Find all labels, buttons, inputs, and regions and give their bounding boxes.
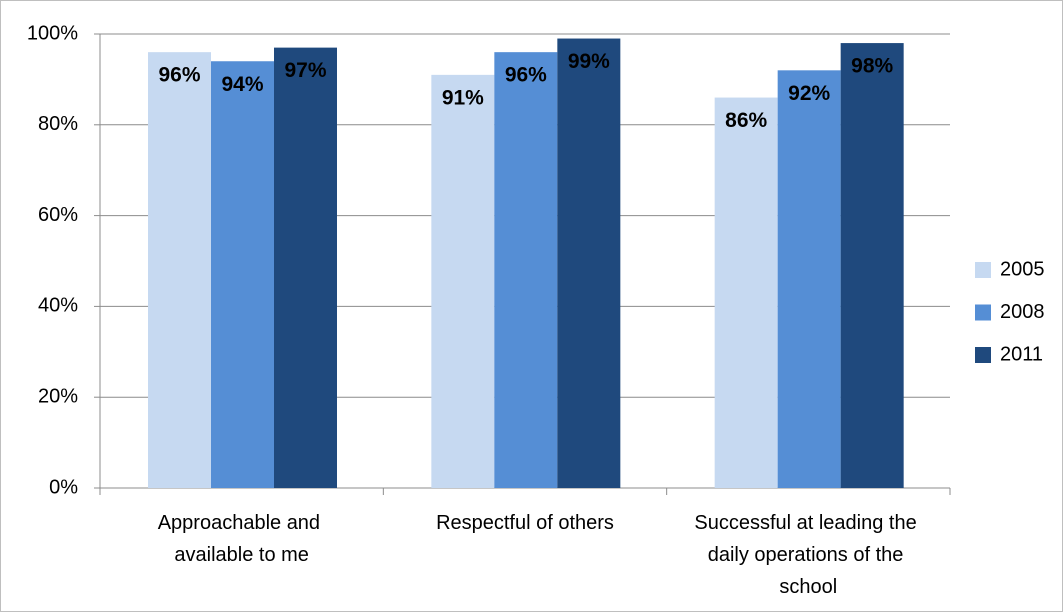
y-tick-label: 20% xyxy=(38,385,78,407)
data-label: 99% xyxy=(568,50,610,73)
data-label: 97% xyxy=(284,59,326,82)
bar xyxy=(211,61,274,489)
bar xyxy=(494,52,558,488)
bar xyxy=(714,97,778,488)
y-tick-label: 0% xyxy=(49,476,78,498)
legend-swatch xyxy=(975,304,991,321)
data-label: 91% xyxy=(442,86,484,109)
bar xyxy=(148,52,211,488)
legend-swatch xyxy=(975,262,991,278)
y-tick-label: 80% xyxy=(38,113,78,135)
bar xyxy=(557,38,621,488)
data-label: 96% xyxy=(505,64,547,87)
bar xyxy=(431,74,495,489)
y-tick-label: 40% xyxy=(38,295,78,317)
x-tick-label: Approachable and available to me xyxy=(158,512,326,566)
y-tick-label: 100% xyxy=(27,22,78,44)
x-tick-label: Successful at leading the daily operatio… xyxy=(694,512,922,598)
data-label: 86% xyxy=(725,109,767,132)
data-label: 92% xyxy=(788,82,830,105)
y-tick-label: 60% xyxy=(38,204,78,226)
legend-swatch xyxy=(975,347,991,363)
legend-label: 2005 xyxy=(1000,258,1045,280)
bar xyxy=(777,70,841,488)
bar xyxy=(840,43,904,489)
bar xyxy=(274,47,337,489)
legend-label: 2011 xyxy=(1000,343,1043,365)
x-tick-label: Respectful of others xyxy=(436,512,614,534)
data-label: 98% xyxy=(851,55,893,78)
data-label: 96% xyxy=(158,64,200,87)
legend-label: 2008 xyxy=(1000,301,1045,323)
data-label: 94% xyxy=(221,73,263,96)
